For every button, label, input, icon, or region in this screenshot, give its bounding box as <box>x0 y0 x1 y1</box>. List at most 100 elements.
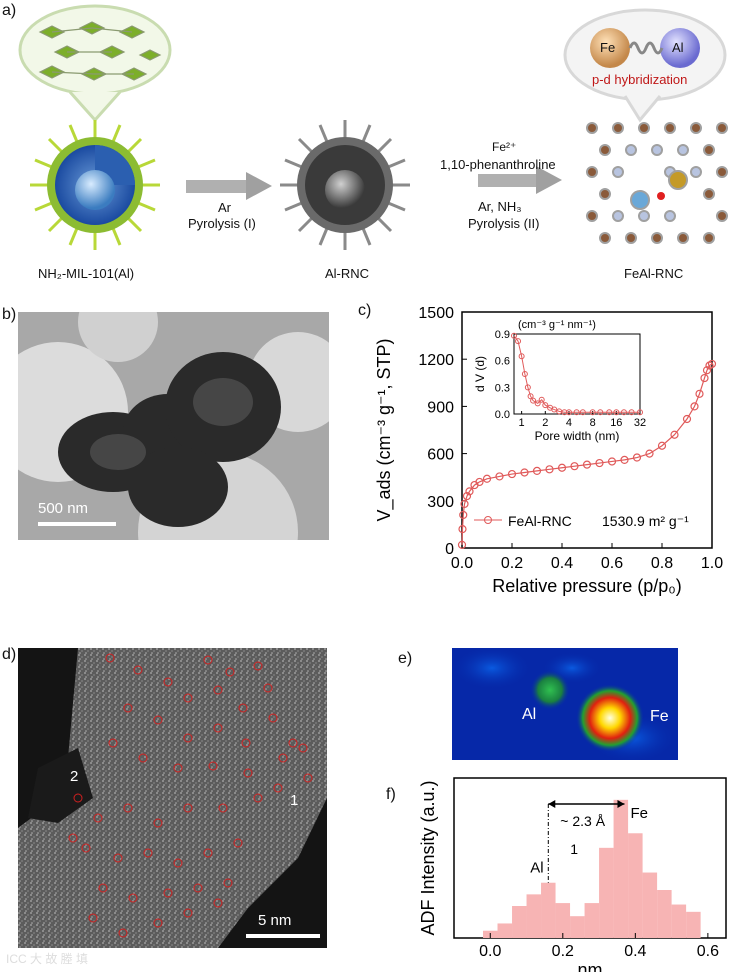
inset-y-tick-label: 0.6 <box>495 356 510 368</box>
atom-marker <box>173 763 183 773</box>
atom-marker <box>163 677 173 687</box>
haadf-image: 2 1 5 nm <box>18 648 327 948</box>
fe-peak-label: Fe <box>630 805 648 822</box>
atom-marker <box>123 703 133 713</box>
x-tick-label: 0.2 <box>501 555 523 572</box>
adf-bar <box>671 904 687 938</box>
atom-marker <box>238 703 248 713</box>
atom-marker <box>143 848 153 858</box>
scale-bar-d-label: 5 nm <box>258 912 292 929</box>
x-tick-label: 0.4 <box>551 555 573 572</box>
data-point <box>632 453 642 462</box>
fe-al-hybridization-bubble <box>563 8 727 123</box>
y-tick-label: 300 <box>427 494 454 511</box>
mof-particle-icon <box>30 120 160 250</box>
inset-point <box>538 396 545 403</box>
atom-marker <box>268 713 278 723</box>
inset-x-tick-label: 16 <box>610 417 622 429</box>
atom-marker <box>243 768 253 778</box>
plot-frame <box>461 311 713 549</box>
adf-bar <box>541 882 556 938</box>
scale-bar-d <box>246 934 320 938</box>
panel-label-b: b) <box>2 306 17 323</box>
inset-x-tick-label: 4 <box>566 417 572 429</box>
panel-label-c: c) <box>358 302 372 319</box>
data-point <box>582 460 592 469</box>
data-point <box>507 469 517 479</box>
atom-marker <box>68 833 78 843</box>
inset-point <box>579 409 586 416</box>
tem-image: 500 nm <box>18 312 329 540</box>
y-axis-label: ADF Intensity (a.u.) <box>418 780 438 935</box>
data-point <box>545 465 554 474</box>
data-point <box>702 366 712 375</box>
data-point <box>595 458 604 468</box>
y-axis-label: V_ads (cm⁻³ g⁻¹, STP) <box>374 338 395 521</box>
mof-structure-bubble <box>18 4 172 123</box>
x-tick-label: 0.4 <box>624 943 646 960</box>
scale-bar-b-label: 500 nm <box>38 500 89 517</box>
distance-label: ~ 2.3 Å <box>560 813 605 829</box>
x-tick-label: 0.0 <box>479 943 501 960</box>
legend-marker <box>484 516 492 524</box>
inset-y-tick-label: 0.0 <box>495 409 510 421</box>
intensity-map: Al Fe <box>452 648 678 760</box>
al-rnc-particle-icon <box>280 120 410 250</box>
inset-point <box>620 409 627 416</box>
atom-marker <box>133 665 143 675</box>
atom-marker <box>303 773 313 783</box>
data-point <box>707 359 717 369</box>
adf-bar <box>512 906 527 938</box>
data-point <box>682 414 692 424</box>
data-point <box>462 491 472 501</box>
bubble-caption: p-d hybridization <box>592 72 688 87</box>
inset-point <box>542 402 549 409</box>
atom-marker <box>288 738 298 748</box>
atom-marker <box>253 793 263 803</box>
atom-marker <box>183 733 193 743</box>
arrow-head <box>617 800 625 808</box>
adf-bar <box>657 890 672 938</box>
bubble-fe-label: Fe <box>600 40 616 55</box>
adf-bar <box>497 923 513 938</box>
data-point <box>458 525 467 534</box>
atom-marker <box>153 918 163 928</box>
data-point <box>670 430 679 439</box>
data-point <box>520 468 529 477</box>
marker-1: 1 <box>290 792 299 809</box>
data-point <box>690 402 699 411</box>
peak-index-label: 1 <box>570 841 578 857</box>
stage2-label: Al-RNC <box>325 266 370 281</box>
data-point <box>460 499 469 509</box>
inset-x-tick-label: 1 <box>519 417 525 429</box>
al-peak-label: Al <box>530 860 543 877</box>
step2-line2: 1,10-phenanthroline <box>440 157 556 172</box>
x-tick-label: 0.2 <box>552 943 574 960</box>
inset-x-tick-label: 8 <box>590 417 596 429</box>
data-point <box>645 449 654 458</box>
atom-marker <box>193 883 203 893</box>
x-tick-label: 0.0 <box>451 555 473 572</box>
x-axis-label: nm <box>577 960 602 972</box>
stage1-label: NH₂-MIL-101(Al) <box>38 266 135 281</box>
atom-marker <box>203 848 213 858</box>
adf-bar <box>686 911 701 938</box>
bubble-al-label: Al <box>672 40 684 55</box>
adf-bar <box>642 872 658 938</box>
data-point <box>657 441 667 450</box>
atom-marker <box>153 818 163 828</box>
panel-a-illustration <box>18 4 728 250</box>
step1-line1: Ar <box>218 200 231 215</box>
atom-marker <box>118 928 128 938</box>
inset-point <box>511 332 517 339</box>
inset-point <box>521 371 528 377</box>
inset-units: (cm⁻³ g⁻¹ nm⁻¹) <box>518 319 596 331</box>
atom-marker <box>163 888 173 898</box>
y-tick-label: 1200 <box>418 352 454 369</box>
atom-marker <box>241 738 251 748</box>
inset-point <box>637 409 643 416</box>
inset-point <box>527 393 534 400</box>
inset-x-tick-label: 2 <box>542 417 548 429</box>
inset-point <box>565 409 572 416</box>
inset-x-label: Pore width (nm) <box>535 429 620 443</box>
